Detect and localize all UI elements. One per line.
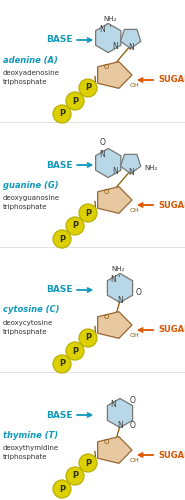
Polygon shape [120,154,141,174]
Text: P: P [72,346,78,356]
Text: O: O [104,64,109,70]
Text: SUGAR: SUGAR [158,326,185,334]
Text: O: O [136,288,142,297]
Circle shape [53,230,71,248]
Polygon shape [107,398,133,428]
Circle shape [53,480,71,498]
Text: OH: OH [129,83,139,88]
Text: P: P [59,110,65,118]
Text: N: N [117,296,123,305]
Polygon shape [98,62,132,88]
Circle shape [53,355,71,373]
Text: O: O [100,138,105,147]
Text: deoxyguanosine: deoxyguanosine [3,195,60,201]
Text: O: O [130,421,136,430]
Text: thymine (T): thymine (T) [3,430,58,440]
Text: triphosphate: triphosphate [3,204,48,210]
Circle shape [79,204,97,222]
Text: triphosphate: triphosphate [3,454,48,460]
Circle shape [79,329,97,347]
Text: OH: OH [129,458,139,463]
Circle shape [66,342,84,360]
Text: P: P [59,234,65,244]
Circle shape [66,467,84,485]
Polygon shape [96,24,121,52]
Text: N: N [111,275,116,284]
Circle shape [53,105,71,123]
Polygon shape [98,436,132,464]
Text: P: P [59,360,65,368]
Text: P: P [85,208,91,218]
Text: N: N [128,168,134,177]
Polygon shape [98,312,132,338]
Text: NH₂: NH₂ [144,166,158,172]
Text: O: O [104,440,109,446]
Text: O: O [130,396,136,405]
Text: deoxycytosine: deoxycytosine [3,320,53,326]
Text: SUGAR: SUGAR [158,200,185,209]
Text: P: P [72,472,78,480]
Text: OH: OH [129,333,139,338]
Circle shape [79,79,97,97]
Text: N: N [100,150,105,159]
Text: SUGAR: SUGAR [158,76,185,84]
Text: P: P [85,458,91,468]
Text: N: N [112,42,118,50]
Text: BASE: BASE [46,160,72,170]
Text: triphosphate: triphosphate [3,329,48,335]
Text: N: N [112,166,118,175]
Text: N: N [117,421,123,430]
Circle shape [66,92,84,110]
Text: N: N [111,400,116,409]
Text: P: P [85,334,91,342]
Text: P: P [59,484,65,494]
Text: N: N [100,25,105,34]
Text: BASE: BASE [46,36,72,44]
Text: NH₂: NH₂ [103,16,116,22]
Polygon shape [98,186,132,214]
Text: NH₂: NH₂ [112,266,125,272]
Text: adenine (A): adenine (A) [3,56,58,64]
Text: BASE: BASE [46,286,72,294]
Text: P: P [72,96,78,106]
Text: N: N [128,43,134,52]
Text: deoxythymidine: deoxythymidine [3,445,59,451]
Text: BASE: BASE [46,410,72,420]
Circle shape [79,454,97,472]
Text: P: P [72,222,78,230]
Text: P: P [85,84,91,92]
Text: O: O [104,190,109,196]
Text: cytosine (C): cytosine (C) [3,306,60,314]
Polygon shape [96,148,121,178]
Text: O: O [104,314,109,320]
Polygon shape [120,30,141,48]
Text: triphosphate: triphosphate [3,79,48,85]
Text: SUGAR: SUGAR [158,450,185,460]
Text: guanine (G): guanine (G) [3,180,59,190]
Text: OH: OH [129,208,139,213]
Text: deoxyadenosine: deoxyadenosine [3,70,60,76]
Polygon shape [107,274,133,302]
Circle shape [66,217,84,235]
